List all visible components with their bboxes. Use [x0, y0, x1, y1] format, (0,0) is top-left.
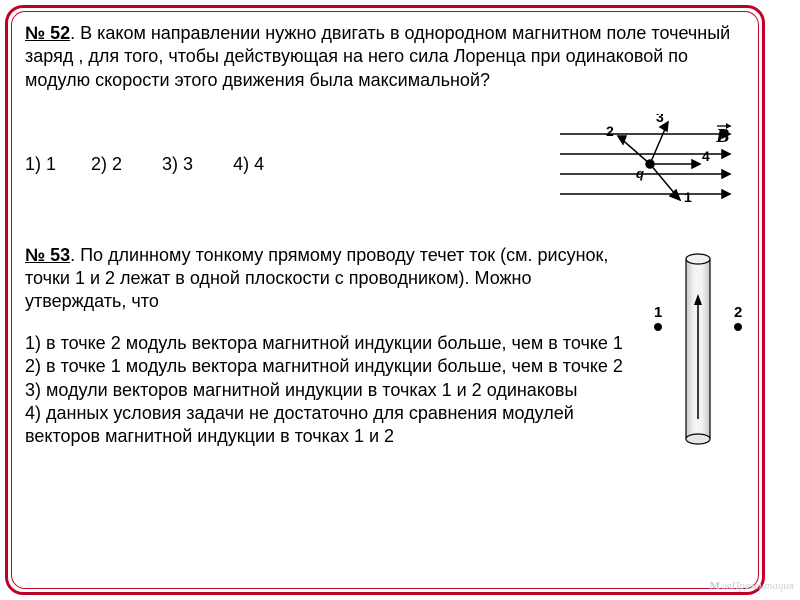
- fig53-label-2: 2: [734, 304, 742, 321]
- fig52-label-3: 3: [656, 114, 664, 125]
- q53-number: № 53: [25, 245, 70, 265]
- fig53-label-1: 1: [654, 304, 662, 321]
- q53-block: № 53. По длинному тонкому прямому провод…: [25, 244, 750, 460]
- content-area: № 52. В каком направлении нужно двигать …: [25, 22, 750, 578]
- watermark-text: ояПрезентация: [721, 580, 794, 592]
- q52-number: № 52: [25, 23, 70, 43]
- watermark-brand: М: [710, 580, 720, 592]
- fig52-label-B: B: [715, 125, 729, 147]
- q53-opt2: 2) в точке 1 модуль вектора магнитной ин…: [25, 355, 632, 378]
- q52-block: № 52. В каком направлении нужно двигать …: [25, 22, 750, 92]
- fig52-label-4: 4: [702, 148, 710, 164]
- q53-intro-text: . По длинному тонкому прямому проводу те…: [25, 245, 608, 312]
- q52-figure: 3 2 4 1 q B: [560, 114, 740, 215]
- q53-figure: 1 2: [640, 244, 750, 460]
- fig52-label-2: 2: [606, 123, 614, 139]
- q53-text: № 53. По длинному тонкому прямому провод…: [25, 244, 640, 460]
- fig52-label-q: q: [636, 166, 644, 181]
- q52-options-row: 1) 1 2) 2 3) 3 4) 4: [25, 114, 750, 215]
- q53-opt3: 3) модули векторов магнитной индукции в …: [25, 379, 632, 402]
- watermark: МояПрезентация: [710, 580, 794, 592]
- q52-options: 1) 1 2) 2 3) 3 4) 4: [25, 153, 264, 176]
- q53-opt1: 1) в точке 2 модуль вектора магнитной ин…: [25, 332, 632, 355]
- fig52-label-1: 1: [684, 189, 692, 205]
- q53-opt4: 4) данных условия задачи не достаточно д…: [25, 402, 632, 449]
- q52-question-text: . В каком направлении нужно двигать в од…: [25, 23, 730, 90]
